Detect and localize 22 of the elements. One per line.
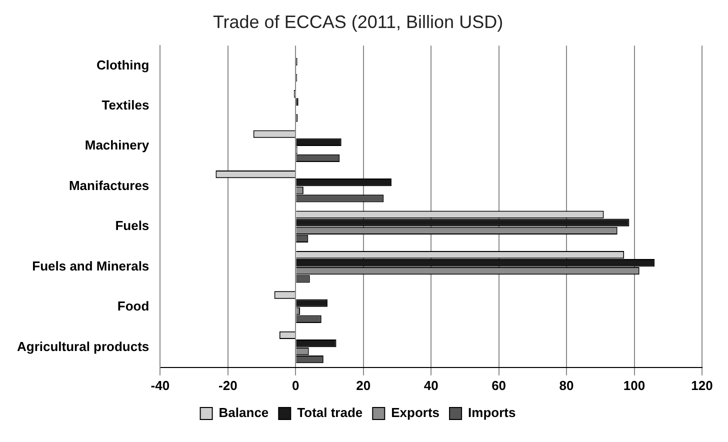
chart-title: Trade of ECCAS (2011, Billion USD) bbox=[212, 12, 504, 32]
y-tick-label: Agricultural products bbox=[16, 338, 150, 354]
y-tick-label: Textiles bbox=[102, 98, 150, 113]
x-tick-label: 40 bbox=[424, 378, 438, 393]
y-tick-label: Food bbox=[117, 298, 150, 314]
x-tick-label: 60 bbox=[492, 378, 506, 393]
x-tick-label: 120 bbox=[691, 378, 713, 393]
legend-label: Balance bbox=[218, 405, 269, 420]
x-tick-label: -40 bbox=[150, 378, 170, 393]
y-tick-label: Manifactures bbox=[68, 178, 150, 193]
legend-label: Imports bbox=[468, 405, 516, 420]
legend-label: Exports bbox=[391, 405, 440, 420]
y-tick-label: Machinery bbox=[84, 138, 150, 153]
x-tick-label: 80 bbox=[559, 378, 574, 393]
x-tick-label: 20 bbox=[356, 378, 371, 393]
y-tick-label: Fuels and Minerals bbox=[32, 258, 150, 274]
x-tick-label: -20 bbox=[218, 378, 238, 393]
y-tick-label: Clothing bbox=[96, 57, 150, 72]
legend-label: Total trade bbox=[297, 405, 363, 420]
x-tick-label: 100 bbox=[623, 378, 646, 393]
x-tick-label: 0 bbox=[292, 378, 300, 393]
y-tick-label: Fuels bbox=[115, 218, 150, 234]
